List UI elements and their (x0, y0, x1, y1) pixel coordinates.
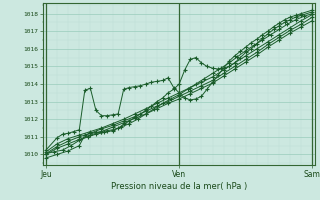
X-axis label: Pression niveau de la mer( hPa ): Pression niveau de la mer( hPa ) (111, 182, 247, 191)
